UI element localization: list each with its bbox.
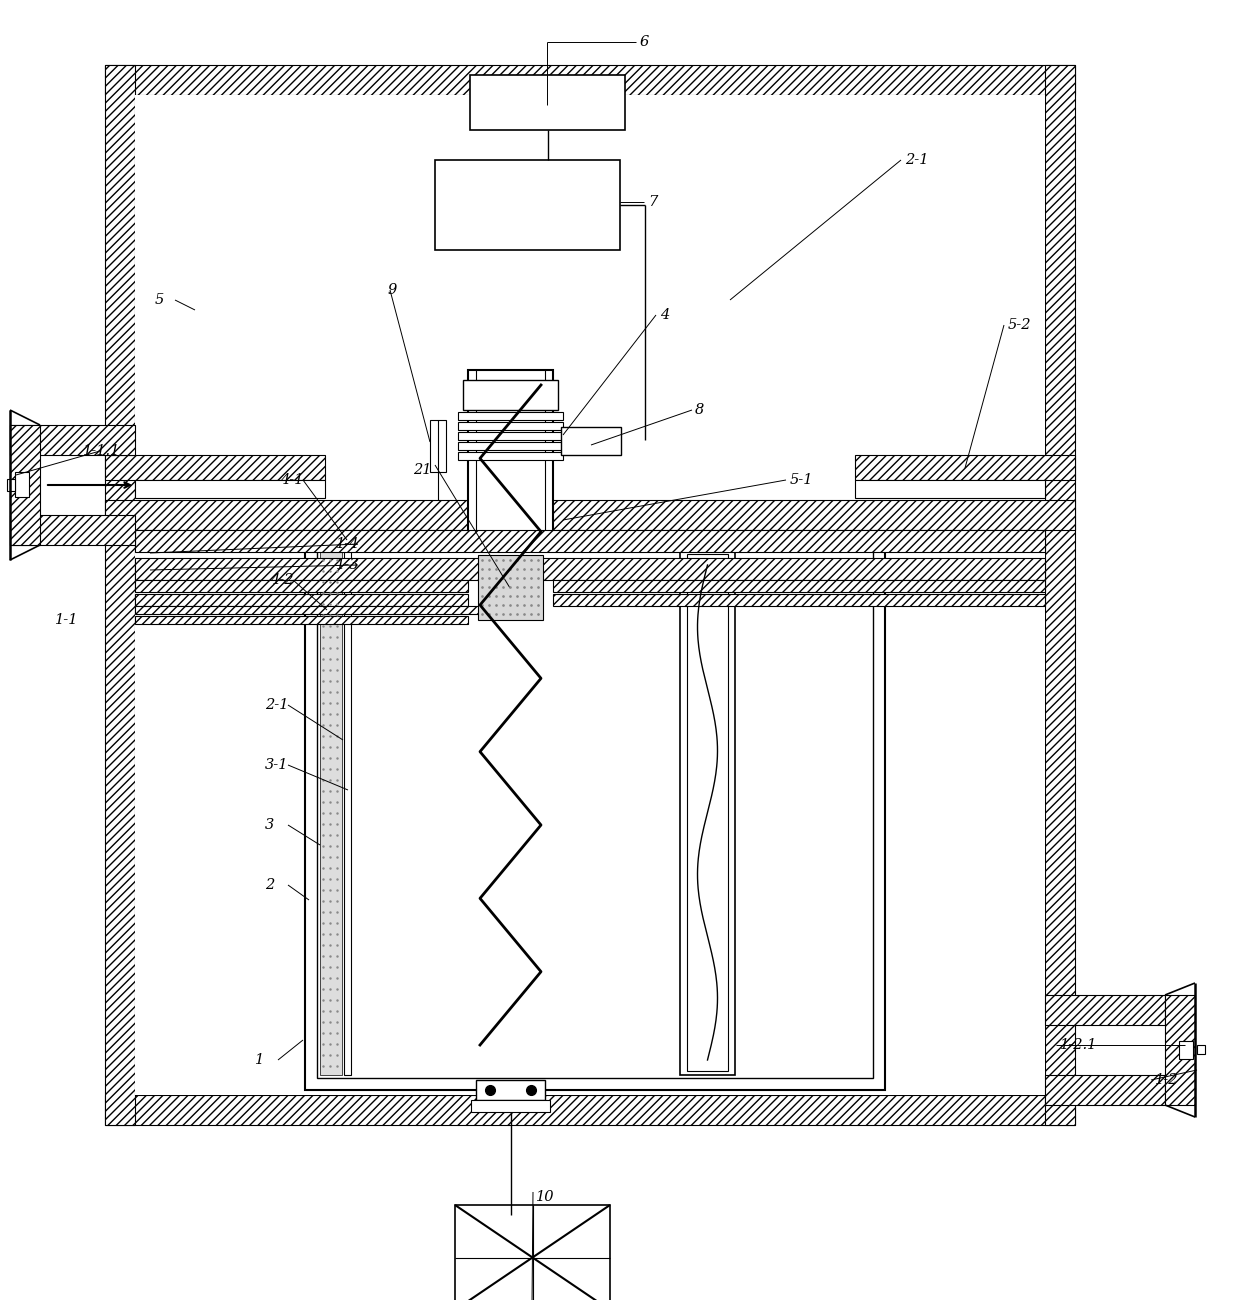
- Bar: [135, 530, 1045, 552]
- Bar: [135, 95, 1045, 1095]
- Bar: [435, 160, 620, 250]
- Bar: [430, 420, 446, 472]
- Bar: [135, 606, 489, 614]
- Bar: [477, 555, 543, 620]
- Bar: [856, 455, 1075, 480]
- Bar: [15, 472, 29, 497]
- Bar: [470, 75, 625, 130]
- Bar: [560, 426, 621, 455]
- Text: 3-1: 3-1: [265, 758, 289, 772]
- Text: 1-1: 1-1: [55, 614, 78, 627]
- Bar: [1045, 1075, 1166, 1105]
- Bar: [856, 480, 1045, 498]
- Bar: [135, 616, 467, 624]
- Bar: [467, 370, 553, 1075]
- Bar: [135, 480, 325, 498]
- Bar: [105, 455, 325, 480]
- Text: 5: 5: [155, 292, 164, 307]
- Bar: [135, 558, 1045, 580]
- Bar: [476, 1080, 546, 1100]
- Text: 1-3: 1-3: [336, 558, 360, 572]
- Bar: [135, 594, 467, 606]
- Bar: [105, 500, 1075, 530]
- Bar: [7, 478, 15, 491]
- Bar: [471, 1100, 551, 1112]
- Text: 1-2: 1-2: [1154, 1072, 1178, 1087]
- Bar: [1045, 65, 1075, 1124]
- Bar: [105, 1095, 1075, 1124]
- Bar: [10, 425, 135, 455]
- Text: 3: 3: [265, 818, 274, 832]
- Text: 5-2: 5-2: [1008, 318, 1032, 332]
- Text: 4-1: 4-1: [280, 473, 304, 488]
- Bar: [458, 432, 563, 439]
- Text: 2-1: 2-1: [905, 153, 929, 166]
- Bar: [1179, 1041, 1193, 1059]
- Bar: [305, 536, 885, 1089]
- Bar: [320, 550, 342, 1075]
- Bar: [680, 550, 735, 1075]
- Bar: [105, 65, 1075, 95]
- Bar: [458, 452, 563, 460]
- Bar: [1166, 994, 1195, 1105]
- Bar: [458, 442, 563, 450]
- Bar: [476, 370, 546, 1070]
- Bar: [455, 1205, 610, 1300]
- Bar: [10, 425, 40, 545]
- Bar: [553, 580, 1045, 592]
- Text: 2: 2: [265, 878, 274, 892]
- Text: 1-4: 1-4: [336, 537, 360, 551]
- Text: 5-1: 5-1: [790, 473, 813, 488]
- Bar: [343, 550, 351, 1075]
- Text: 1-2.1: 1-2.1: [1060, 1037, 1097, 1052]
- Text: 4: 4: [660, 308, 670, 322]
- Bar: [10, 515, 135, 545]
- Text: 10: 10: [536, 1190, 554, 1204]
- Bar: [553, 594, 1045, 606]
- Bar: [687, 554, 728, 1071]
- Bar: [1045, 994, 1166, 1024]
- Text: 6: 6: [640, 35, 650, 49]
- Bar: [463, 380, 558, 410]
- Bar: [1197, 1045, 1205, 1054]
- Text: 7: 7: [649, 195, 657, 209]
- Text: 4-2: 4-2: [270, 573, 294, 588]
- Text: 1-1.1: 1-1.1: [83, 445, 120, 458]
- Bar: [317, 547, 873, 1078]
- Bar: [458, 422, 563, 430]
- Text: 2-1: 2-1: [265, 698, 289, 712]
- Text: 21: 21: [413, 463, 432, 477]
- Text: 1: 1: [255, 1053, 264, 1067]
- Text: 8: 8: [694, 403, 704, 417]
- Bar: [135, 580, 467, 592]
- Bar: [458, 412, 563, 420]
- Bar: [105, 65, 135, 1124]
- Text: 9: 9: [388, 283, 397, 296]
